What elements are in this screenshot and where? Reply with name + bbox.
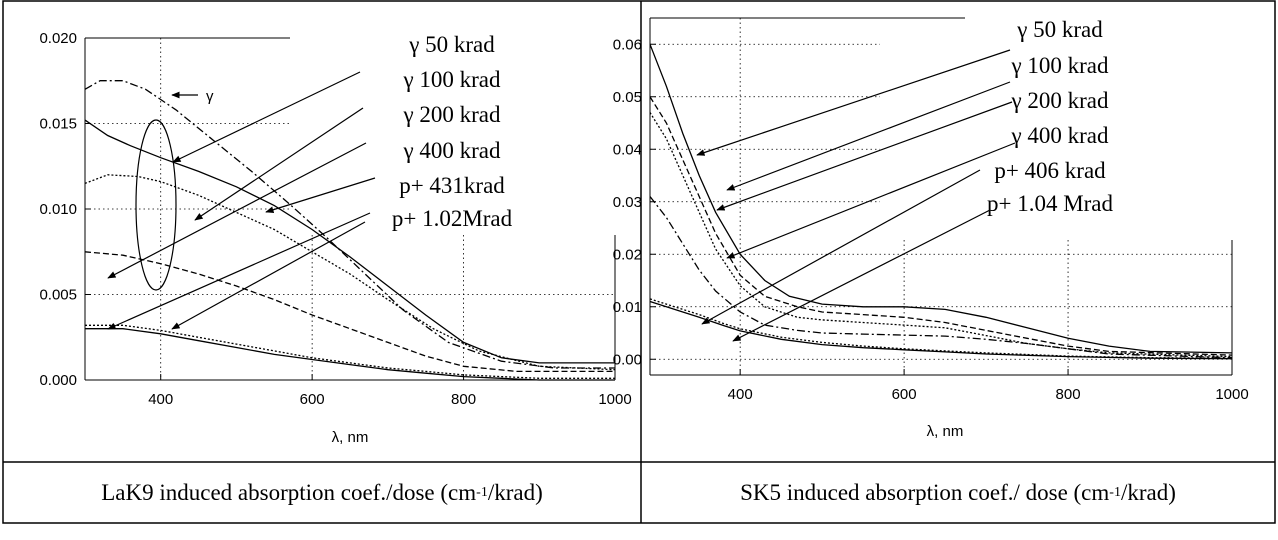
sk5-arrow-400-krad (726, 142, 1016, 259)
lak9-label-p-1-02mrad: p+ 1.02Mrad (392, 206, 513, 231)
lak9-label-50-krad: γ 50 krad (408, 32, 495, 57)
lak9-series-400-krad (84, 251, 615, 373)
sk5-ytick-label-2: 0.02 (613, 246, 642, 263)
sk5-ytick-label-3: 0.03 (613, 194, 642, 211)
lak9-arrow-100-krad (194, 107, 364, 221)
table-border (2, 0, 1276, 524)
sk5-x-axis-label: λ, nm (927, 423, 964, 440)
sk5-series-100-krad (649, 96, 1233, 356)
sk5-ytick-label-1: 0.01 (613, 299, 642, 316)
sk5-label-200-krad: γ 200 krad (1010, 88, 1109, 113)
sk5-arrow-p-406-krad (701, 169, 981, 325)
sk5-arrow-50-krad (696, 49, 1011, 156)
lak9-arrow-50-krad (172, 71, 361, 163)
lak9-ytick-label-1: 0.005 (39, 287, 77, 304)
sk5-arrow-p-1-04-mrad (732, 209, 991, 342)
lak9-arrow-400-krad (265, 177, 376, 213)
lak9-ytick-label-2: 0.010 (39, 201, 77, 218)
sk5-chart: 0.00 0.01 0.02 0.03 0.04 0.05 0.06 400 600 800 100… (613, 17, 1249, 440)
lak9-label-100-krad: γ 100 krad (402, 67, 501, 92)
sk5-ytick-label-4: 0.04 (613, 141, 642, 158)
lak9-series-p-1-02mrad (85, 328, 615, 381)
lak9-arrow-200-krad (107, 142, 367, 279)
sk5-ytick-label-5: 0.05 (613, 89, 642, 106)
sk5-label-100-krad: γ 100 krad (1010, 53, 1109, 78)
lak9-arrow-p-1-02mrad (171, 221, 366, 330)
lak9-xtick-label-3: 1000 (598, 391, 631, 408)
sk5-xtick-label-1: 600 (892, 386, 917, 403)
sk5-arrow-100-krad (726, 81, 1011, 191)
lak9-series-100-krad (84, 80, 615, 369)
sk5-ytick-label-0: 0.00 (613, 351, 642, 368)
lak9-xtick-label-1: 600 (300, 391, 325, 408)
lak9-series-p-431krad (85, 324, 615, 379)
lak9-xtick-label-0: 400 (148, 391, 173, 408)
sk5-label-400-krad: γ 400 krad (1010, 123, 1109, 148)
sk5-ytick-label-6: 0.06 (613, 36, 642, 53)
sk5-series-400-krad (649, 196, 1233, 359)
lak9-caption: LaK9 induced absorption coef./dose (cm -1… (4, 462, 640, 524)
lak9-ytick-label-4: 0.020 (39, 30, 77, 47)
lak9-gamma-group-label: γ (206, 88, 214, 105)
lak9-x-axis-label: λ, nm (332, 429, 369, 446)
sk5-caption-pre: SK5 induced absorption coef./ dose (cm (740, 480, 1110, 505)
sk5-series-p-406-krad (649, 298, 1233, 359)
sk5-xtick-label-2: 800 (1056, 386, 1081, 403)
lak9-caption-post: /krad) (487, 480, 543, 505)
sk5-caption-post: /krad) (1120, 480, 1176, 505)
lak9-caption-pre: LaK9 induced absorption coef./dose (cm (101, 480, 477, 505)
sk5-series-50-krad (649, 44, 1233, 354)
lak9-xtick-label-2: 800 (451, 391, 476, 408)
sk5-arrow-200-krad (716, 101, 1013, 211)
sk5-caption: SK5 induced absorption coef./ dose (cm -1… (642, 462, 1274, 524)
lak9-series-200-krad (84, 174, 616, 371)
lak9-caption-sup: -1 (476, 485, 488, 500)
lak9-series-50-krad (84, 119, 615, 364)
sk5-caption-sup: -1 (1109, 485, 1121, 500)
lak9-gamma-group-ellipse (135, 119, 177, 291)
lak9-label-200-krad: γ 200 krad (402, 102, 501, 127)
sk5-label-50-krad: γ 50 krad (1016, 17, 1103, 42)
sk5-label-p-1-04-mrad: p+ 1.04 Mrad (987, 191, 1114, 216)
sk5-label-p-406-krad: p+ 406 krad (994, 158, 1106, 183)
lak9-label-400-krad: γ 400 krad (402, 138, 501, 163)
lak9-ytick-label-0: 0.000 (39, 372, 77, 389)
sk5-xtick-label-0: 400 (728, 386, 753, 403)
lak9-arrow-p-431krad (107, 212, 371, 330)
lak9-label-p-431krad: p+ 431krad (399, 173, 505, 198)
lak9-chart: 0.000 0.005 0.010 0.015 0.020 400 600 800 1000 λ,… (39, 30, 631, 446)
lak9-ytick-label-3: 0.015 (39, 116, 77, 133)
sk5-xtick-label-3: 1000 (1215, 386, 1248, 403)
